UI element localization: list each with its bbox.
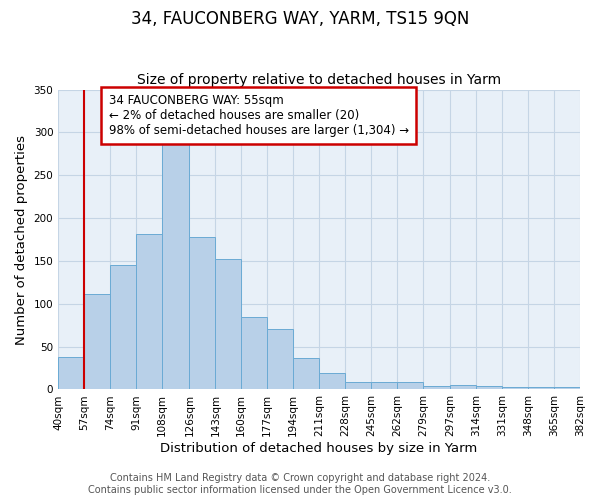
Bar: [319, 373, 345, 390]
Bar: [554, 387, 580, 390]
Bar: [84, 294, 110, 390]
Bar: [215, 259, 241, 390]
Bar: [476, 386, 502, 390]
Y-axis label: Number of detached properties: Number of detached properties: [15, 134, 28, 344]
Bar: [451, 385, 476, 390]
Bar: [162, 144, 190, 390]
Bar: [528, 387, 554, 390]
Bar: [58, 357, 84, 390]
Title: Size of property relative to detached houses in Yarm: Size of property relative to detached ho…: [137, 73, 501, 87]
X-axis label: Distribution of detached houses by size in Yarm: Distribution of detached houses by size …: [160, 442, 478, 455]
Bar: [190, 237, 215, 390]
Text: 34, FAUCONBERG WAY, YARM, TS15 9QN: 34, FAUCONBERG WAY, YARM, TS15 9QN: [131, 10, 469, 28]
Bar: [110, 265, 136, 390]
Bar: [397, 382, 423, 390]
Bar: [241, 316, 267, 390]
Bar: [345, 382, 371, 390]
Bar: [293, 358, 319, 390]
Text: Contains HM Land Registry data © Crown copyright and database right 2024.
Contai: Contains HM Land Registry data © Crown c…: [88, 474, 512, 495]
Bar: [136, 234, 162, 390]
Bar: [371, 382, 397, 390]
Text: 34 FAUCONBERG WAY: 55sqm
← 2% of detached houses are smaller (20)
98% of semi-de: 34 FAUCONBERG WAY: 55sqm ← 2% of detache…: [109, 94, 409, 137]
Bar: [267, 330, 293, 390]
Bar: [423, 386, 451, 390]
Bar: [502, 387, 528, 390]
